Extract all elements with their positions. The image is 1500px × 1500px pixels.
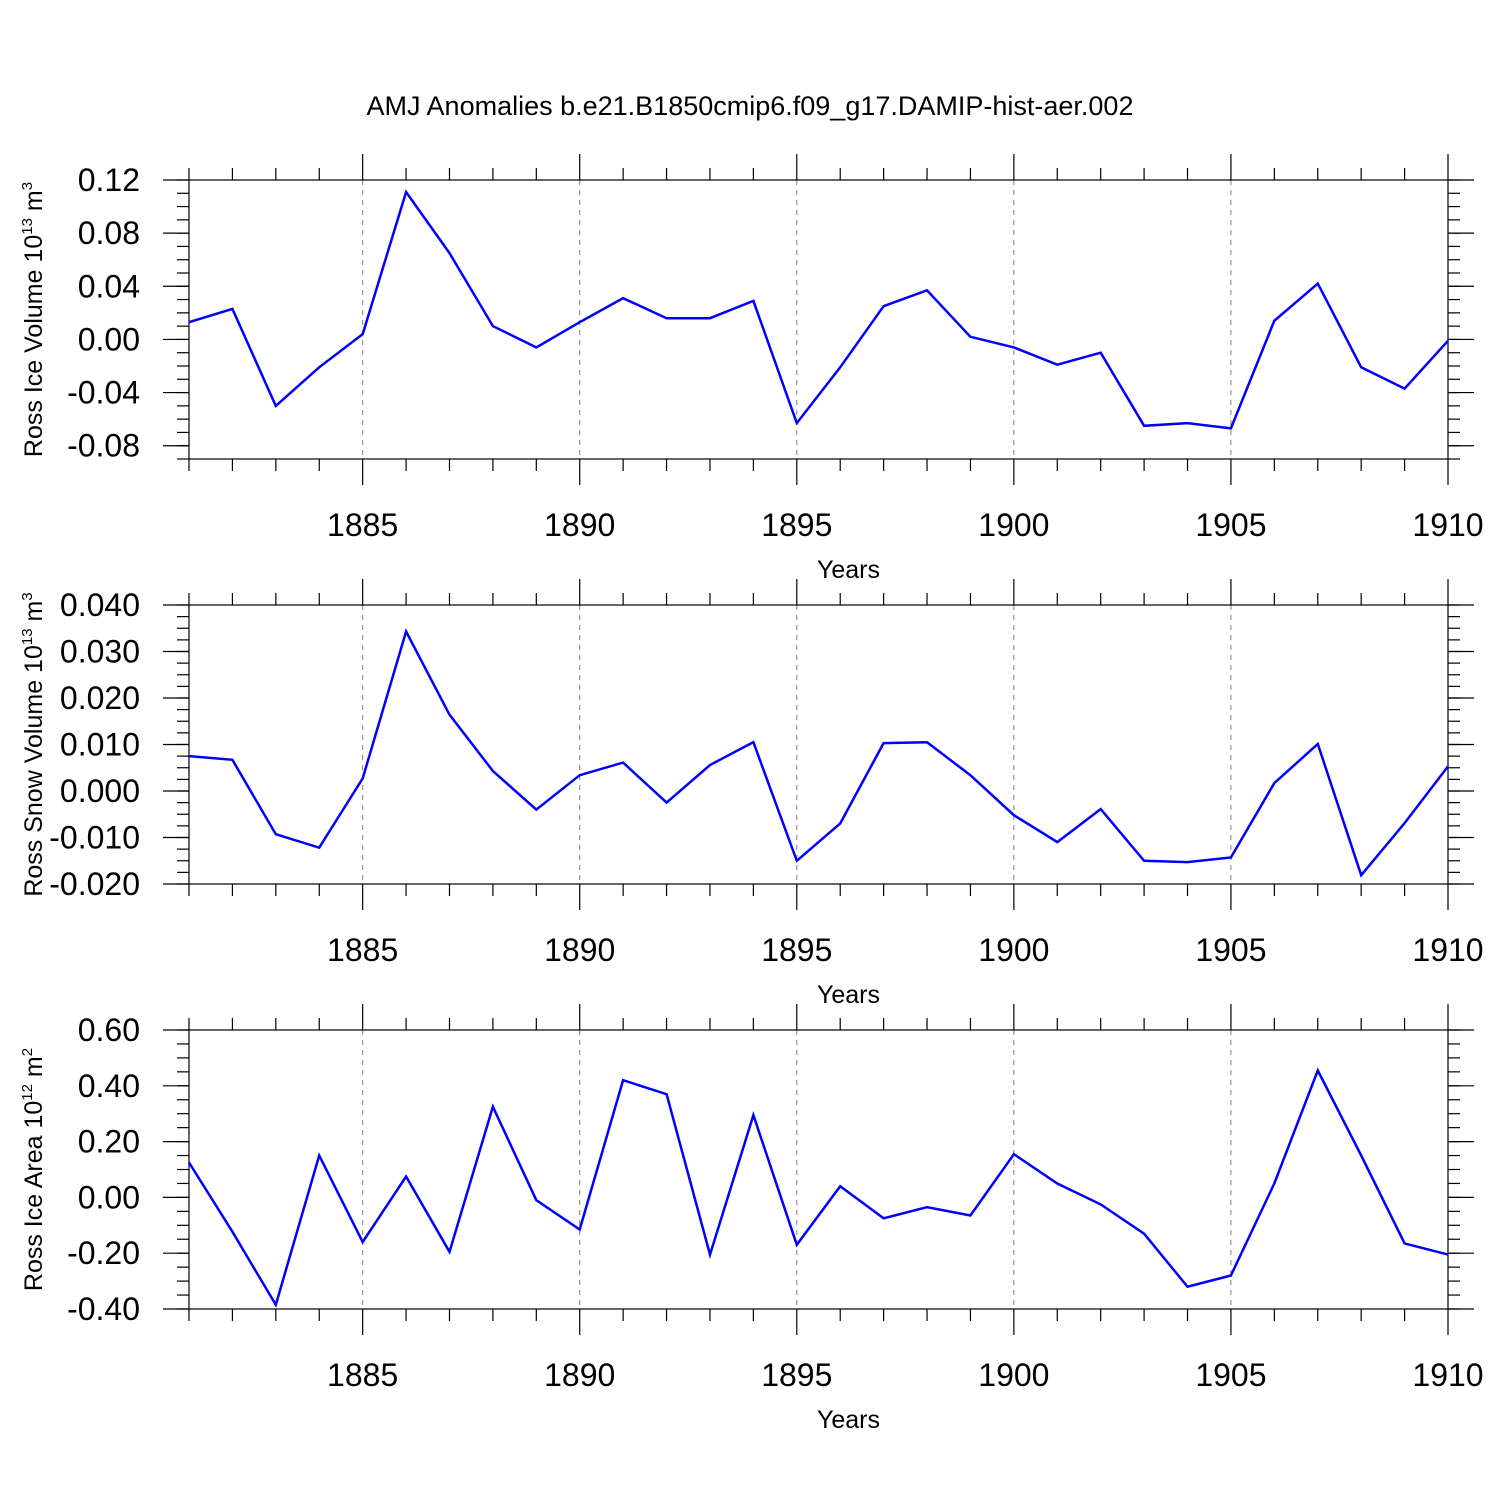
- y-tick-label: 0.00: [78, 1179, 140, 1215]
- y-axis-title: Ross Snow Volume 1013 m3: [19, 592, 48, 896]
- y-tick-label: 0.020: [60, 680, 140, 716]
- y-axis-title-unit-exp: 3: [19, 182, 36, 190]
- y-tick-label: -0.40: [67, 1291, 140, 1327]
- x-tick-label: 1905: [1195, 1357, 1266, 1393]
- x-tick-label: 1905: [1195, 507, 1266, 543]
- y-tick-label: 0.030: [60, 634, 140, 670]
- series-line: [187, 1067, 1449, 1308]
- x-tick-label: 1895: [761, 932, 832, 968]
- y-tick-label: 0.20: [78, 1124, 140, 1160]
- y-axis-title: Ross Ice Area 1012 m2: [19, 1048, 48, 1291]
- panel-1: 1885 1890 1895 1900 1905 1910 0.12 0.08 0.04 0.00…: [19, 154, 1484, 584]
- y-tick-label: 0.040: [60, 587, 140, 623]
- y-axis-title-unit-exp: 2: [19, 1048, 36, 1056]
- series-line: [188, 628, 1449, 878]
- y-tick-label: -0.20: [67, 1235, 140, 1271]
- y-axis-title-unit-exp: 3: [19, 592, 36, 600]
- y-tick-label: 0.04: [78, 268, 140, 304]
- x-tick-label: 1900: [978, 507, 1049, 543]
- chart-title: AMJ Anomalies b.e21.B1850cmip6.f09_g17.D…: [367, 91, 1134, 121]
- x-tick-label: 1905: [1195, 932, 1266, 968]
- x-axis-title: Years: [817, 1406, 880, 1434]
- x-tick-label: 1885: [327, 1357, 398, 1393]
- x-tick-label: 1890: [544, 932, 615, 968]
- y-axis-title-exp: 13: [19, 218, 36, 235]
- x-tick-label: 1885: [327, 932, 398, 968]
- y-tick-label: -0.04: [67, 375, 140, 411]
- y-axis-title-base: Ross Snow Volume 10: [20, 645, 48, 897]
- series-line: [188, 189, 1449, 430]
- x-tick-label: 1900: [978, 1357, 1049, 1393]
- x-tick-label: 1885: [327, 507, 398, 543]
- x-tick-label: 1910: [1412, 507, 1483, 543]
- y-tick-label: 0.40: [78, 1068, 140, 1104]
- y-axis-title-base: Ross Ice Volume 10: [20, 235, 48, 457]
- y-tick-label: 0.010: [60, 727, 140, 763]
- y-tick-label: -0.010: [49, 820, 140, 856]
- y-tick-label: 0.60: [78, 1012, 140, 1048]
- y-axis-title-exp: 12: [19, 1084, 36, 1101]
- y-tick-label: 0.00: [78, 321, 140, 357]
- x-axis-title: Years: [817, 556, 880, 584]
- y-axis-title-unit: m: [20, 1056, 48, 1084]
- y-axis-title-exp: 13: [19, 628, 36, 645]
- x-tick-label: 1910: [1412, 1357, 1483, 1393]
- x-tick-label: 1890: [544, 1357, 615, 1393]
- x-tick-label: 1895: [761, 1357, 832, 1393]
- x-axis-title: Years: [817, 981, 880, 1009]
- y-tick-label: -0.08: [67, 428, 140, 464]
- y-axis-title-unit: m: [20, 190, 48, 218]
- plot-frame: [188, 1029, 1449, 1310]
- y-tick-label: 0.000: [60, 773, 140, 809]
- y-axis-title-base: Ross Ice Area 10: [20, 1101, 48, 1291]
- panel-2: 1885 1890 1895 1900 1905 1910 0.040 0.030 0.020 0…: [19, 579, 1484, 1009]
- plot-frame: [188, 179, 1449, 460]
- y-tick-label: 0.12: [78, 162, 140, 198]
- x-tick-label: 1900: [978, 932, 1049, 968]
- x-tick-label: 1890: [544, 507, 615, 543]
- panel-3: 1885 1890 1895 1900 1905 1910 0.60 0.40 0.20 0.00…: [19, 1004, 1484, 1434]
- x-tick-label: 1895: [761, 507, 832, 543]
- x-tick-label: 1910: [1412, 932, 1483, 968]
- y-axis-title-unit: m: [20, 601, 48, 629]
- y-axis-title: Ross Ice Volume 1013 m3: [19, 182, 48, 457]
- y-tick-label: -0.020: [49, 866, 140, 902]
- y-tick-label: 0.08: [78, 215, 140, 251]
